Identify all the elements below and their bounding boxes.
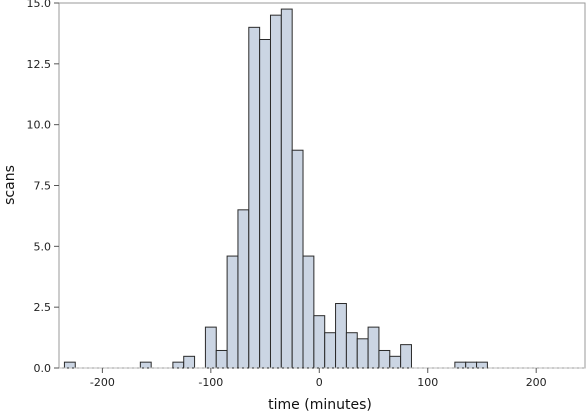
y-tick-label: 10.0	[27, 119, 52, 132]
histogram-bar	[324, 332, 337, 369]
x-tick-label: -200	[90, 376, 115, 389]
histogram-bar	[335, 303, 347, 369]
y-tick-label: 2.5	[34, 301, 52, 314]
histogram-bar	[313, 315, 326, 369]
y-tick-label: 7.5	[34, 180, 52, 193]
y-tick-label: 15.0	[27, 0, 52, 10]
plot-area	[58, 2, 586, 369]
histogram-bar	[248, 26, 261, 369]
y-tick-label: 12.5	[27, 58, 52, 71]
y-tick-label: 5.0	[34, 240, 52, 253]
histogram-bar	[204, 326, 217, 369]
histogram-bar	[237, 209, 250, 369]
histogram-bar	[356, 338, 369, 369]
histogram-bar	[345, 332, 358, 369]
y-axis-title: scans	[2, 165, 18, 205]
histogram-bar	[476, 361, 488, 369]
x-tick-label: 200	[526, 376, 547, 389]
histogram-bar	[302, 255, 315, 369]
histogram-bar	[259, 39, 271, 369]
histogram-bar	[172, 361, 185, 369]
histogram-bar	[465, 361, 478, 369]
histogram-bar	[367, 326, 380, 369]
x-axis-title: time (minutes)	[268, 397, 372, 413]
histogram-bar	[291, 149, 304, 369]
x-tick-label: 100	[417, 376, 438, 389]
x-tick-label: -100	[198, 376, 223, 389]
bars-group	[59, 8, 585, 369]
histogram-bar	[63, 361, 76, 369]
histogram-bar	[378, 349, 391, 369]
y-tick-label: 0.0	[34, 362, 52, 375]
y-axis: 0.0 2.5 5.0 7.5 10.0 12.5 15.0	[27, 0, 59, 375]
histogram-bar	[280, 8, 293, 369]
x-tick-label: 0	[316, 376, 323, 389]
histogram-bar	[226, 255, 239, 369]
histogram-bar	[400, 344, 412, 369]
x-axis: -200 -100 0 100 200	[90, 368, 547, 389]
histogram-bar	[454, 361, 467, 369]
histogram-bar	[139, 361, 152, 369]
histogram-bar	[389, 355, 402, 369]
histogram-bar	[183, 355, 196, 369]
histogram-bar	[269, 14, 282, 369]
histogram-bar	[215, 349, 228, 369]
